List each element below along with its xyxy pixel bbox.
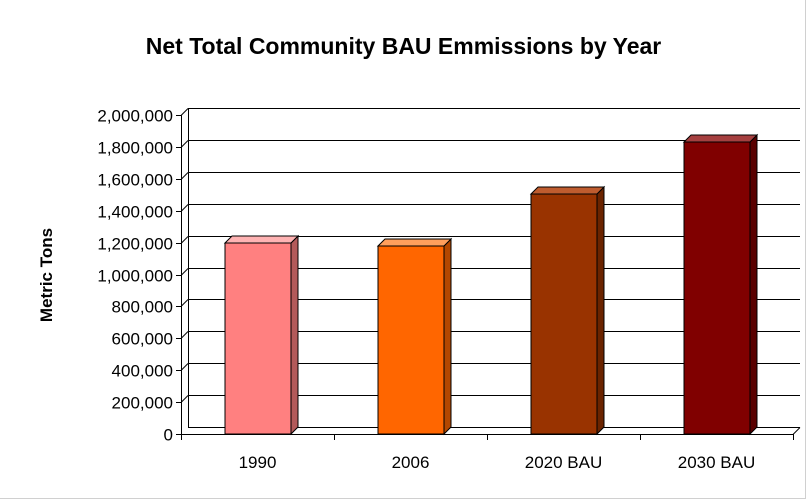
gridline-depth	[180, 395, 189, 403]
x-tick-label: 2020 BAU	[525, 453, 603, 472]
y-tick-label: 1,400,000	[97, 203, 173, 222]
bar	[529, 185, 606, 436]
chart-title: Net Total Community BAU Emmissions by Ye…	[145, 33, 662, 59]
x-tick-label: 2030 BAU	[678, 453, 756, 472]
gridline-depth	[180, 108, 189, 116]
y-axis-title: Metric Tons	[37, 228, 56, 322]
y-tick-label: 600,000	[112, 330, 173, 349]
bar	[223, 234, 300, 436]
bar-side	[290, 234, 299, 436]
y-tick-label: 800,000	[112, 298, 173, 317]
bar-front	[683, 141, 751, 435]
gridline-depth	[180, 204, 189, 212]
bars	[223, 133, 759, 436]
bar-front	[377, 245, 445, 435]
bar-top	[223, 235, 300, 244]
bar-front	[224, 242, 292, 435]
gridline-depth	[180, 331, 189, 339]
x-tick-label: 1990	[239, 453, 277, 472]
bar-top	[376, 238, 453, 247]
bar-side	[596, 185, 605, 436]
gridline-depth	[180, 172, 189, 180]
y-tick-label: 1,800,000	[97, 139, 173, 158]
bar-side	[749, 133, 758, 436]
x-tick-labels: 1990 2006 2020 BAU 2030 BAU	[239, 453, 756, 472]
bar-top	[682, 134, 759, 143]
bar-front	[530, 193, 598, 435]
bar-side	[443, 237, 452, 436]
y-tick-labels: 0 200,000 400,000 600,000 800,000 1,000,000 1,…	[97, 107, 173, 445]
floor-right-edge	[792, 427, 801, 435]
y-tick-label: 200,000	[112, 394, 173, 413]
x-tick-label: 2006	[392, 453, 430, 472]
gridline-depth	[180, 236, 189, 244]
gridline-depth	[180, 140, 189, 148]
gridline-depth	[180, 299, 189, 307]
bar	[376, 237, 453, 436]
y-tick-label: 1,200,000	[97, 235, 173, 254]
y-tick-label: 400,000	[112, 362, 173, 381]
y-tick-label: 2,000,000	[97, 107, 173, 126]
y-tick-label: 1,000,000	[97, 267, 173, 286]
y-tick-label: 1,600,000	[97, 171, 173, 190]
bar-top	[529, 186, 606, 195]
gridline-depth	[180, 363, 189, 371]
y-tick-label: 0	[164, 426, 173, 445]
gridline-depth	[180, 268, 189, 276]
bar	[682, 133, 759, 436]
